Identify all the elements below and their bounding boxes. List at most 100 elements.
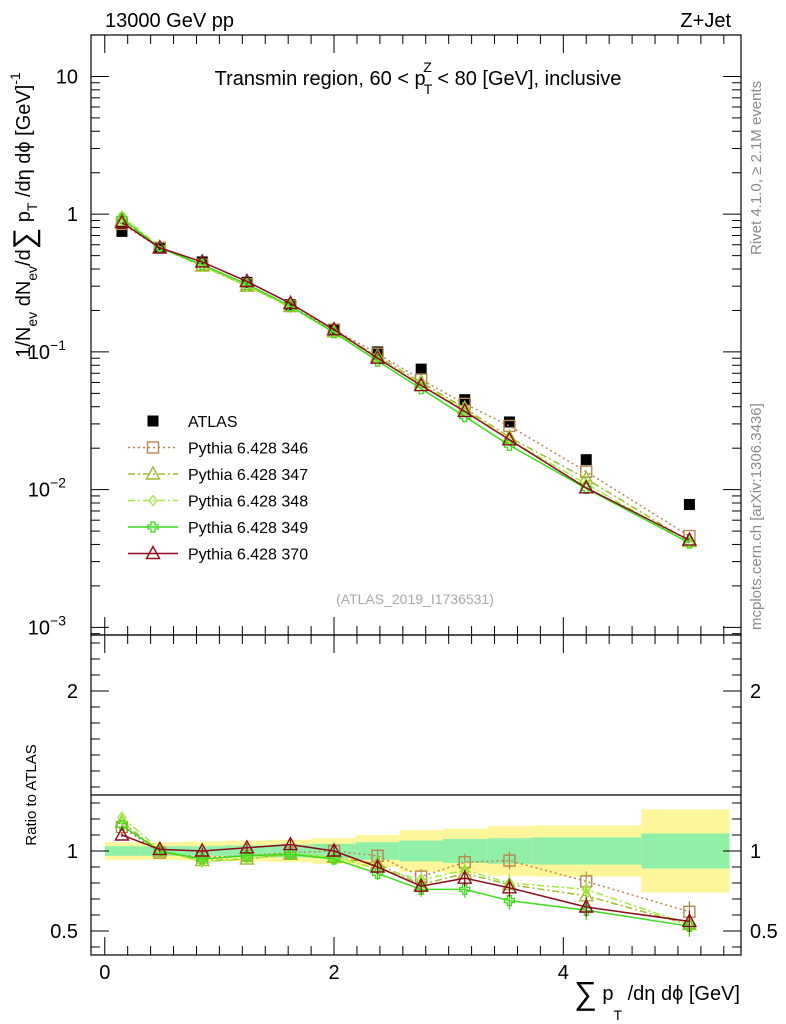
legend-label: Pythia 6.428 348 [188,494,308,511]
rivet-label: Rivet 4.1.0, ≥ 2.1M events [748,81,765,255]
data-point [116,225,128,237]
watermark: (ATLAS_2019_I1736531) [336,591,494,607]
ratio-y-tick-label-right: 1 [750,841,761,863]
legend: ATLAS Pythia 6.428 346 Pythia 6.428 347 Pyt… [128,414,308,564]
ratio-point [284,848,297,860]
ratio-y-tick-label: 0.5 [50,921,78,943]
ratio-point [503,854,516,867]
x-tick-label: 4 [558,962,569,984]
band-green [531,837,642,865]
ratio-point [241,850,253,862]
legend-label: ATLAS [188,414,238,431]
band-green [399,840,443,862]
series-line-349 [121,217,690,544]
ratio-axis-ticks [91,635,741,955]
data-point [369,349,386,364]
ratio-point [326,842,342,857]
legend-label: Pythia 6.428 370 [188,547,308,564]
ratio-point [681,912,698,928]
ratio-point [457,869,473,884]
ratio-point [239,839,255,854]
data-point [501,431,518,446]
x-tick-labels: 0 2 4 [99,962,569,984]
data-point [242,280,252,293]
ratio-line-370 [121,834,690,923]
data-point [580,454,592,466]
data-point [457,402,473,418]
ratio-point [501,879,518,894]
band-green [104,846,140,856]
ratio-line-349 [121,824,690,927]
mcplots-label: mcplots.cern.ch [arXiv:1306.3436] [748,403,765,630]
legend-item-349: Pythia 6.428 349 [128,520,308,537]
ratio-panel: 2 2 1 1 0.5 0.5 0 2 4 Ratio to ATLAS ∑ pT /dη d… [23,634,778,1023]
main-frame [90,34,742,636]
ratio-line-347 [121,821,690,926]
main-y-axis-label: 1/Nev dNev/d∑ pT /dη dϕ [GeV]-1 [7,72,41,358]
ratio-line-348 [121,816,690,926]
ratio-point [459,883,471,896]
ratio-frame [90,634,742,956]
data-point [501,428,518,443]
data-point [114,214,130,229]
legend-marker [147,521,159,533]
ratio-series [114,811,698,937]
ratio-point [503,894,516,907]
main-title: Transmin region, 60 < pTZ < 80 [GeV], in… [215,59,622,97]
data-point [681,531,698,546]
main-y-tick-labels: 10 1 10−1 10−2 10−3 [28,66,78,639]
data-point [326,321,342,336]
x-axis-label: ∑ pT /dη dϕ [GeV] [574,975,740,1023]
data-point [282,294,299,310]
ratio-point [282,836,299,851]
legend-item-ATLAS: ATLAS [147,414,238,431]
legend-marker [146,441,160,454]
y-tick-label: 10−2 [28,475,66,502]
data-point [415,363,427,375]
ratio-point [196,853,208,865]
legend-marker [147,415,159,427]
header-right: Z+Jet [680,10,731,32]
legend-label: Pythia 6.428 347 [188,467,308,484]
ratio-point [413,877,429,892]
ratio-point [117,811,127,824]
main-panel: 10 1 10−1 10−2 10−3 Transmin region, 60 < pT… [7,34,742,639]
ratio-y-tick-label-right: 2 [750,681,761,703]
ratio-point [114,826,130,841]
data-point [683,498,695,510]
data-point [459,394,471,406]
data-point [413,373,429,389]
legend-item-346: Pythia 6.428 346 [128,441,308,458]
legend-label: Pythia 6.428 346 [188,441,308,458]
series-370 [114,214,698,546]
legend-marker [145,545,161,560]
data-point [578,479,594,494]
data-point [152,239,168,254]
data-point [580,465,593,478]
data-point [413,377,429,392]
header-left: 13000 GeV pp [105,10,234,32]
legend-item-370: Pythia 6.428 370 [128,545,308,564]
ratio-point [328,853,340,865]
y-tick-label: 10−1 [28,337,66,364]
legend-marker [145,465,161,480]
ratio-y-axis-label: Ratio to ATLAS [23,744,40,845]
data-point [683,529,696,543]
ratio-point [152,840,168,856]
data-point [194,253,210,268]
ratio-series-370 [114,826,698,933]
ratio-y-tick-label: 2 [67,681,78,703]
main-axis-ticks [91,34,741,635]
data-point [503,416,515,428]
main-series [114,209,698,549]
legend-item-347: Pythia 6.428 347 [128,465,308,484]
ratio-point [369,858,386,873]
ratio-y-tick-labels: 2 2 1 1 0.5 0.5 [50,681,778,943]
band-green [641,833,730,869]
legend-label: Pythia 6.428 349 [188,520,308,537]
y-tick-label: 10 [56,66,78,88]
data-point [239,272,255,288]
data-point [241,276,253,288]
data-point [117,209,127,223]
legend-item-348: Pythia 6.428 348 [128,494,308,511]
